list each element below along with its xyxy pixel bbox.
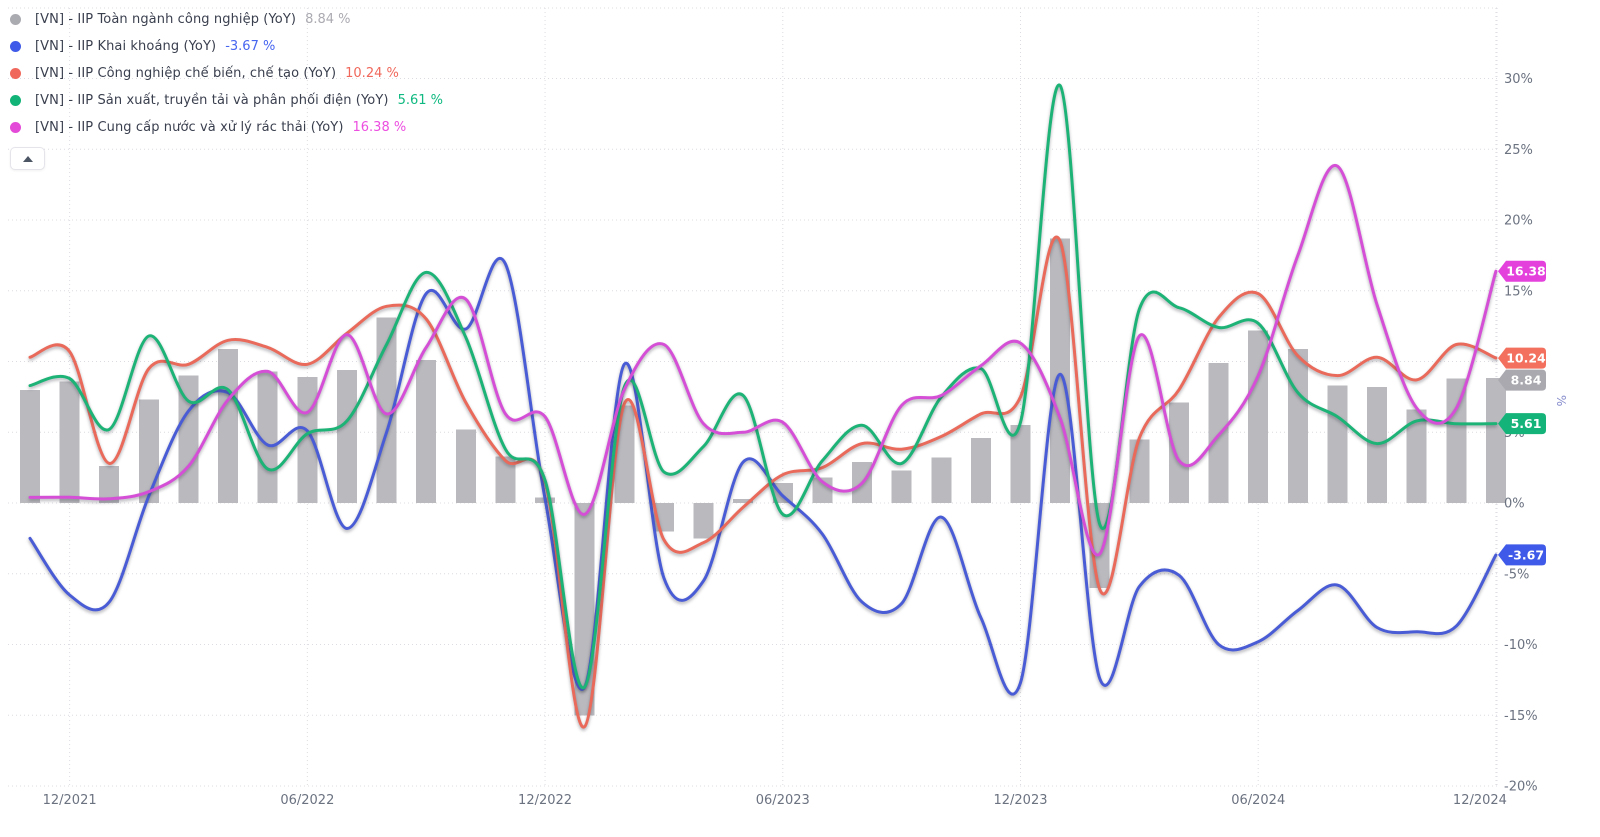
legend-item-san-xuat-dien[interactable]: [VN] - IIP Sản xuất, truyền tải và phân … <box>10 87 443 114</box>
y-tick-label: 15% <box>1504 284 1533 299</box>
bar-04/2022 <box>218 348 239 503</box>
legend-item-che-bien-che-tao[interactable]: [VN] - IIP Công nghiệp chế biến, chế tạo… <box>10 60 443 87</box>
bar-12/2024 <box>1485 377 1506 503</box>
legend-item-label: [VN] - IIP Toàn ngành công nghiệp (YoY) <box>35 12 297 27</box>
bar-10/2022 <box>455 429 476 503</box>
bar-11/2023 <box>970 437 991 503</box>
value-badges: 16.38 10.24 8.84 5.61 -3.67 <box>1498 260 1546 566</box>
legend-item-value: 16.38 % <box>352 120 407 135</box>
x-tick-label: 12/2021 <box>43 793 97 808</box>
triangle-up-icon <box>22 155 33 162</box>
x-tick-label: 06/2024 <box>1231 793 1285 808</box>
y-axis-title: % <box>1554 395 1568 406</box>
x-tick-label: 12/2023 <box>993 793 1047 808</box>
bar-07/2022 <box>336 369 357 503</box>
series-dot-blue <box>10 41 21 52</box>
value-badge <box>1498 347 1546 369</box>
y-tick-label: -15% <box>1504 709 1538 724</box>
x-tick-label: 12/2024 <box>1453 793 1507 808</box>
value-badge-text: 8.84 <box>1511 373 1542 388</box>
legend-item-toan-nganh[interactable]: [VN] - IIP Toàn ngành công nghiệp (YoY) … <box>10 6 443 33</box>
legend-collapse-button[interactable] <box>10 147 45 170</box>
series-dot-magenta <box>10 122 21 133</box>
legend-item-label: [VN] - IIP Cung cấp nước và xử lý rác th… <box>35 120 344 135</box>
legend-item-cung-cap-nuoc[interactable]: [VN] - IIP Cung cấp nước và xử lý rác th… <box>10 114 443 141</box>
y-tick-label: -10% <box>1504 638 1538 653</box>
legend-item-label: [VN] - IIP Công nghiệp chế biến, chế tạo… <box>35 66 337 81</box>
line-series <box>28 235 1498 729</box>
bar-10/2024 <box>1406 409 1427 503</box>
bar-08/2022 <box>376 317 397 503</box>
value-badge <box>1498 544 1546 566</box>
bar-02/2022 <box>138 399 159 503</box>
bar-10/2023 <box>931 457 952 503</box>
bar-09/2023 <box>891 470 912 503</box>
bar-01/2022 <box>99 466 120 503</box>
bar-09/2022 <box>416 360 437 503</box>
value-badge-text: 5.61 <box>1511 416 1542 431</box>
legend-item-label: [VN] - IIP Khai khoáng (YoY) <box>35 39 217 54</box>
y-tick-label: -20% <box>1504 780 1538 795</box>
y-tick-label: 30% <box>1504 72 1533 87</box>
legend-item-value: 8.84 % <box>305 12 351 27</box>
bar-11/2024 <box>1446 378 1467 503</box>
bar-04/2024 <box>1168 402 1189 503</box>
chart-legend: [VN] - IIP Toàn ngành công nghiệp (YoY) … <box>10 6 443 141</box>
y-tick-label: 20% <box>1504 214 1533 229</box>
value-badge <box>1498 413 1546 435</box>
bar-07/2024 <box>1287 348 1308 503</box>
bar-12/2023 <box>1010 425 1031 503</box>
y-tick-label: 0% <box>1504 497 1525 512</box>
value-badge-text: 10.24 <box>1506 351 1546 366</box>
legend-item-khai-khoang[interactable]: [VN] - IIP Khai khoáng (YoY) -3.67 % <box>10 33 443 60</box>
legend-item-value: -3.67 % <box>225 39 276 54</box>
y-tick-label: -5% <box>1504 567 1529 582</box>
series-dot-gray <box>10 14 21 25</box>
line-series <box>28 83 1498 690</box>
value-badge <box>1498 369 1546 391</box>
bar-08/2024 <box>1327 385 1348 503</box>
bar-11/2021 <box>20 389 40 503</box>
bar-11/2022 <box>495 456 516 503</box>
bar-04/2023 <box>693 503 714 539</box>
x-axis-labels: 12/2021 06/2022 12/2022 06/2023 12/2023 06/20… <box>43 793 1507 808</box>
series-dot-green <box>10 95 21 106</box>
x-tick-label: 06/2023 <box>756 793 810 808</box>
bar-series <box>20 238 1506 716</box>
legend-item-label: [VN] - IIP Sản xuất, truyền tải và phân … <box>35 93 389 108</box>
series-dot-red <box>10 68 21 79</box>
legend-item-value: 10.24 % <box>345 66 399 81</box>
x-tick-label: 12/2022 <box>518 793 572 808</box>
value-badge <box>1498 260 1546 282</box>
x-tick-label: 06/2022 <box>280 793 334 808</box>
bar-12/2021 <box>59 381 80 503</box>
line-series <box>28 164 1498 557</box>
bar-06/2024 <box>1248 330 1269 503</box>
value-badge-text: 16.38 <box>1506 264 1546 279</box>
value-badge-text: -3.67 <box>1508 547 1544 562</box>
y-tick-label: 25% <box>1504 143 1533 158</box>
legend-item-value: 5.61 % <box>397 93 443 108</box>
bar-05/2023 <box>733 498 754 503</box>
line-series <box>28 257 1498 696</box>
